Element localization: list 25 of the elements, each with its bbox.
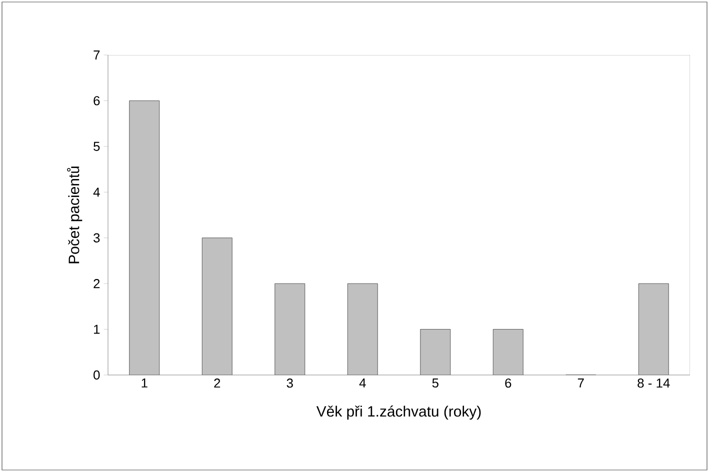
y-tick-label: 5 <box>94 142 100 151</box>
x-tick-label: 4 <box>359 378 366 388</box>
bar <box>202 238 232 375</box>
y-tick-label: 2 <box>94 279 100 288</box>
x-tick-label: 7 <box>578 378 584 388</box>
x-tick-label: 1 <box>142 378 148 388</box>
bar <box>347 283 378 375</box>
y-axis-title: Počet pacientů <box>67 166 82 264</box>
y-tick-label: 4 <box>93 188 100 197</box>
y-tick-label: 1 <box>94 324 100 334</box>
bar <box>420 329 451 375</box>
x-tick-label: 3 <box>286 378 293 388</box>
bar <box>492 329 524 375</box>
x-tick-label: 8 - 14 <box>638 378 670 388</box>
x-tick-label: 5 <box>432 378 438 388</box>
x-tick-label: 6 <box>505 378 512 388</box>
bar <box>129 100 160 375</box>
x-axis-title: Věk při 1.záchvatu (roky) <box>316 406 481 420</box>
y-tick-label: 3 <box>94 233 100 242</box>
y-tick-label: 7 <box>94 50 100 60</box>
bar <box>274 283 306 375</box>
y-tick-label: 6 <box>94 96 100 106</box>
x-tick-label: 2 <box>214 378 220 388</box>
bar <box>638 283 669 375</box>
y-tick-label: 0 <box>94 370 100 380</box>
